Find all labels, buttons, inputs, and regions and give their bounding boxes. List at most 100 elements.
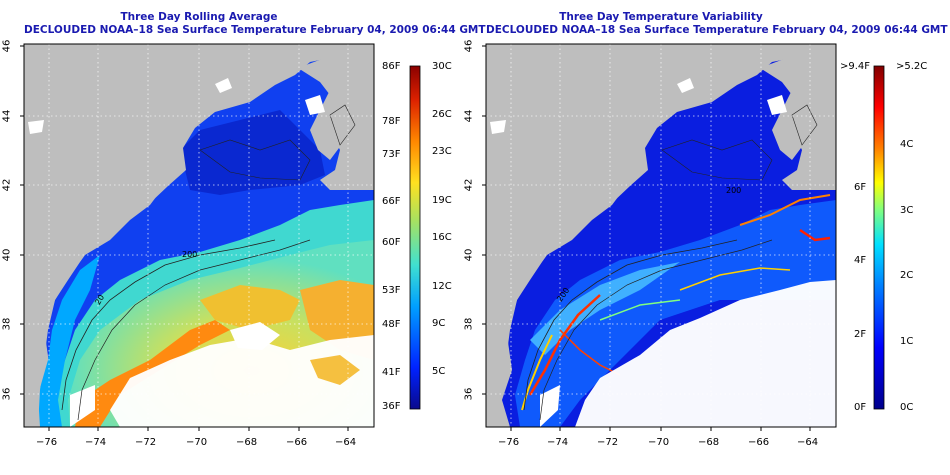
left-us-mainland (24, 44, 374, 427)
left-warm-eddy (200, 285, 300, 330)
left-x-tick-68: −68 (236, 437, 258, 448)
left-grid (24, 44, 374, 427)
right-map (486, 44, 836, 427)
right-cloud-north (677, 78, 694, 93)
left-cb-c-30: 30C (432, 61, 452, 72)
right-title-line1: Three Day Temperature Variability (559, 11, 763, 23)
left-y-tick-44: 44 (1, 109, 13, 123)
right-contour-200 (523, 239, 738, 411)
right-x-tick-64: −64 (797, 437, 819, 448)
right-title-line2: DECLOUDED NOAA–18 Sea Surface Temperatur… (486, 24, 948, 36)
left-y-tick-40: 40 (1, 248, 13, 262)
right-newfoundland-area (802, 44, 836, 110)
left-cloud-coast (70, 385, 95, 427)
right-cb-c-1: 1C (900, 336, 914, 347)
left-cb-c-9: 9C (432, 318, 446, 329)
right-cloud-coast (540, 385, 560, 427)
right-cb-c-3: 3C (900, 205, 914, 216)
left-colorbar (409, 65, 421, 410)
right-x-tick-72: −72 (597, 437, 619, 448)
left-cb-f-53: 53F (382, 285, 401, 296)
left-cb-f-48: 48F (382, 319, 401, 330)
left-contour-200 (61, 239, 276, 411)
right-us-mainland (486, 44, 836, 427)
right-cloud-west (490, 120, 506, 134)
left-x-tick-64: −64 (335, 437, 357, 448)
right-streak-northeast (739, 194, 831, 226)
left-cb-f-60: 60F (382, 237, 401, 248)
right-x-tick-68: −68 (698, 437, 720, 448)
left-cb-c-12: 12C (432, 281, 452, 292)
left-cb-c-5: 5C (432, 366, 446, 377)
left-y-tick-36: 36 (1, 387, 13, 401)
right-cb-f-2: 2F (854, 329, 867, 340)
left-cb-c-23: 23C (432, 146, 452, 157)
left-cb-c-26: 26C (432, 109, 452, 120)
left-contour-gulf-maine (199, 139, 311, 181)
right-y-tick-46: 46 (463, 39, 475, 53)
left-cloud-south (110, 335, 374, 427)
left-nova-scotia (298, 56, 362, 160)
right-x-tick-70: −70 (648, 437, 670, 448)
left-cb-f-66: 66F (382, 196, 401, 207)
left-x-tick-74: −74 (85, 437, 107, 448)
right-streak-green (599, 299, 681, 321)
right-cb-f-4: 4F (854, 255, 867, 266)
right-streak-shelf-break (528, 294, 601, 396)
right-y-tick-38: 38 (463, 317, 475, 331)
left-contour-2000 (77, 239, 311, 421)
right-y-tick-42: 42 (463, 178, 475, 192)
left-cloud-west (28, 120, 44, 134)
right-nova-scotia (760, 56, 824, 160)
axis-tick-marks (20, 45, 811, 431)
left-title-line2: DECLOUDED NOAA–18 Sea Surface Temperatur… (24, 24, 486, 36)
right-x-tick-66: −66 (748, 437, 770, 448)
right-x-tick-74: −74 (547, 437, 569, 448)
right-cb-c-2: 2C (900, 270, 914, 281)
right-streak-east (799, 228, 831, 242)
right-y-tick-44: 44 (463, 109, 475, 123)
right-cb-c-52: >5.2C (896, 61, 928, 72)
left-y-tick-38: 38 (1, 317, 13, 331)
right-shelf-front (530, 262, 680, 355)
left-map (24, 44, 374, 427)
right-grid (486, 44, 836, 427)
left-newfoundland-area (340, 44, 374, 110)
left-x-tick-70: −70 (186, 437, 208, 448)
left-warm-blob (310, 355, 360, 385)
left-cloud-bay (305, 95, 325, 115)
right-cb-f-94: >9.4F (840, 61, 871, 72)
left-cb-f-36: 36F (382, 401, 401, 412)
left-cb-f-73: 73F (382, 149, 401, 160)
right-cloud-south (575, 280, 836, 427)
left-cb-f-41: 41F (382, 367, 401, 378)
left-cb-f-78: 78F (382, 116, 401, 127)
left-title-line1: Three Day Rolling Average (120, 11, 278, 23)
right-streak-yellow (679, 267, 791, 291)
right-moderate-variability (515, 200, 836, 427)
right-cloud-bay (767, 95, 787, 115)
left-cloud-north (215, 78, 232, 93)
left-x-tick-72: −72 (135, 437, 157, 448)
right-contour-label-1: 200 (726, 186, 742, 195)
right-cb-c-0: 0C (900, 402, 914, 413)
right-y-tick-36: 36 (463, 387, 475, 401)
left-cb-c-16: 16C (432, 232, 452, 243)
right-contour-scotian (791, 104, 818, 146)
left-x-tick-76: −76 (36, 437, 58, 448)
left-cb-f-86: 86F (382, 61, 401, 72)
right-colorbar (873, 65, 885, 410)
left-x-tick-66: −66 (286, 437, 308, 448)
right-streak-eddy (559, 329, 621, 376)
right-cb-c-4: 4C (900, 139, 914, 150)
right-contour-2000 (539, 239, 773, 421)
left-cloud-patch (230, 322, 280, 350)
left-contour-label-1: 200 (182, 250, 198, 259)
right-contour-gulf-maine (661, 139, 773, 181)
right-cb-f-6: 6F (854, 182, 867, 193)
right-cb-f-0: 0F (854, 402, 867, 413)
right-y-tick-40: 40 (463, 248, 475, 262)
left-y-tick-46: 46 (1, 39, 13, 53)
left-y-tick-42: 42 (1, 178, 13, 192)
